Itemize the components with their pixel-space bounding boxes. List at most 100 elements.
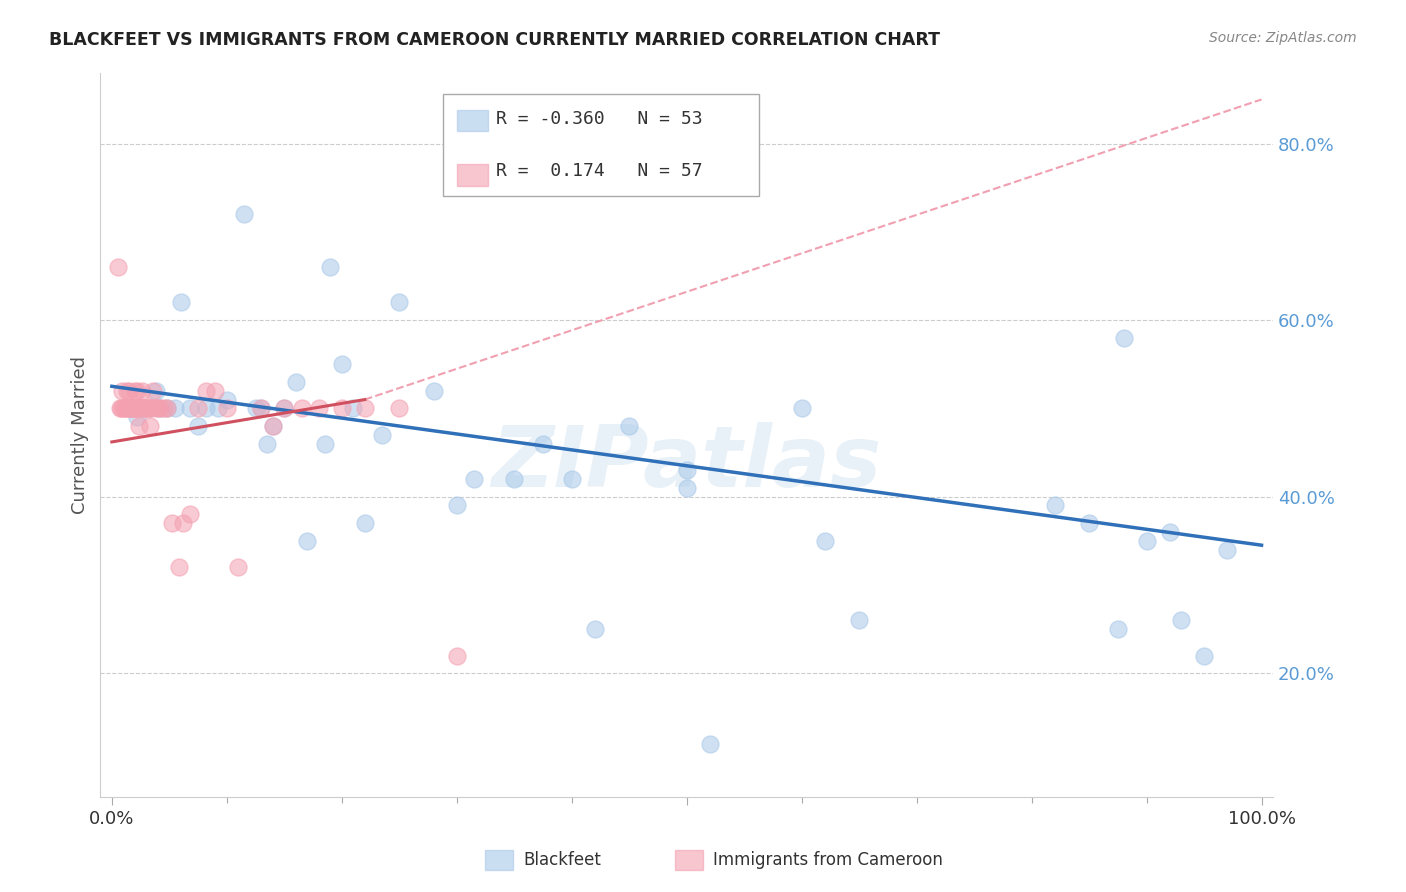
Point [250,401,273,416]
Point [118,384,141,398]
Point [314,436,336,450]
Point [124,401,146,416]
Point [146,401,169,416]
Point [120,401,142,416]
Point [1192,648,1215,663]
Point [142,384,165,398]
Point [129,401,152,416]
Point [1112,331,1135,345]
Point [330,357,353,371]
Point [111,384,134,398]
Point [115,384,138,398]
Point [138,401,160,416]
Point [170,295,193,310]
Point [110,401,132,416]
Point [256,436,278,450]
Point [195,401,218,416]
Point [172,516,194,530]
Point [790,401,813,416]
Point [115,401,138,416]
Point [531,436,554,450]
Point [848,613,870,627]
Y-axis label: Currently Married: Currently Married [72,356,89,514]
Point [388,401,411,416]
Point [139,419,162,434]
Point [107,260,129,275]
Point [122,401,145,416]
Point [245,401,267,416]
Point [284,375,307,389]
Point [1159,524,1181,539]
Text: BLACKFEET VS IMMIGRANTS FROM CAMEROON CURRENTLY MARRIED CORRELATION CHART: BLACKFEET VS IMMIGRANTS FROM CAMEROON CU… [49,31,941,49]
Point [273,401,295,416]
Point [152,401,174,416]
Point [156,401,179,416]
Text: Immigrants from Cameroon: Immigrants from Cameroon [713,851,942,869]
Point [388,295,411,310]
Point [132,401,155,416]
Point [1043,499,1066,513]
Point [561,472,583,486]
Point [619,419,641,434]
Point [127,384,149,398]
Point [187,401,209,416]
Point [124,384,146,398]
Point [149,401,172,416]
Text: Source: ZipAtlas.com: Source: ZipAtlas.com [1209,31,1357,45]
Point [699,737,721,751]
Point [145,384,167,398]
Point [121,401,143,416]
Point [290,401,312,416]
Point [149,401,172,416]
Point [160,516,183,530]
Point [132,401,155,416]
Point [131,384,153,398]
Point [503,472,526,486]
Point [167,560,190,574]
Point [179,401,201,416]
Point [814,533,837,548]
Point [112,401,135,416]
Point [127,401,149,416]
Point [262,419,284,434]
Point [215,392,238,407]
Point [353,516,375,530]
Point [1078,516,1101,530]
Point [139,401,162,416]
Point [114,401,136,416]
Point [308,401,330,416]
Point [127,401,149,416]
Point [120,401,142,416]
Point [134,401,156,416]
Point [117,401,139,416]
Point [1216,542,1239,557]
Point [675,463,697,477]
Point [1135,533,1157,548]
Point [135,401,157,416]
Point [342,401,364,416]
Point [129,401,152,416]
Point [138,401,160,416]
Point [165,401,187,416]
Point [215,401,238,416]
Point [273,401,295,416]
Point [121,401,143,416]
Point [156,401,179,416]
Point [114,401,136,416]
Point [125,401,148,416]
Point [675,481,697,495]
Text: Blackfeet: Blackfeet [523,851,600,869]
Point [463,472,485,486]
Point [195,384,218,398]
Point [330,401,353,416]
Point [226,560,249,574]
Point [233,207,256,221]
Text: R = -0.360   N = 53: R = -0.360 N = 53 [496,110,703,128]
Point [1107,622,1129,636]
Point [297,533,319,548]
Point [250,401,273,416]
Text: ZIPatlas: ZIPatlas [492,422,882,505]
Point [127,410,149,425]
Point [262,419,284,434]
Point [1170,613,1192,627]
